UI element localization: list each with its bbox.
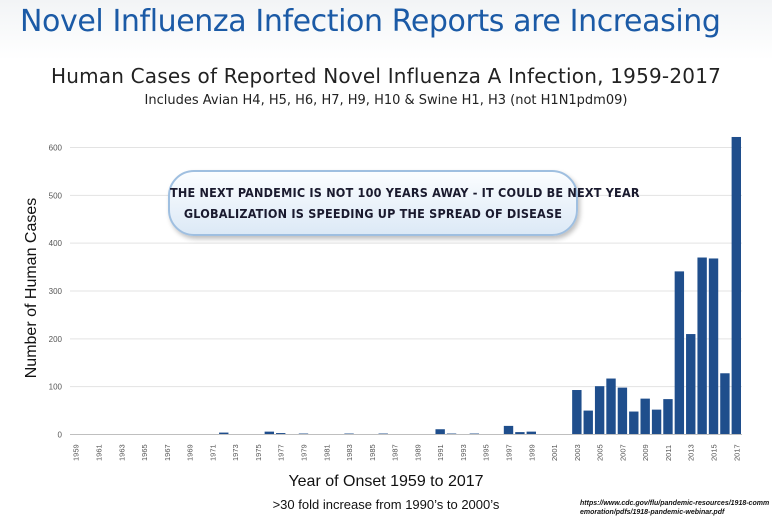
x-tick-label: 1987 bbox=[391, 444, 400, 461]
bar-2007 bbox=[617, 387, 628, 435]
x-tick-label: 1959 bbox=[72, 444, 81, 461]
x-tick-label: 1969 bbox=[186, 444, 195, 461]
bar-2008 bbox=[629, 411, 639, 435]
x-tick-label: 2005 bbox=[596, 444, 605, 461]
slide-title: Novel Influenza Infection Reports are In… bbox=[20, 4, 721, 39]
callout-line-1: The next pandemic is not 100 years away … bbox=[170, 185, 640, 200]
bar-2017 bbox=[731, 136, 741, 435]
bar-2006 bbox=[606, 378, 616, 435]
bar-2012 bbox=[674, 271, 685, 435]
x-tick-label: 2011 bbox=[664, 445, 673, 461]
x-axis-label: Year of Onset 1959 to 2017 bbox=[288, 473, 483, 490]
x-tick-label: 1977 bbox=[277, 444, 286, 461]
bar-1972 bbox=[219, 432, 229, 435]
bar-2003 bbox=[572, 390, 582, 435]
chart-subtitle: Includes Avian H4, H5, H6, H7, H9, H10 &… bbox=[144, 93, 628, 108]
x-tick-label: 1979 bbox=[299, 444, 308, 461]
x-tick-label: 1971 bbox=[208, 444, 217, 461]
bar-1999 bbox=[526, 431, 536, 435]
x-tick-label: 1997 bbox=[505, 444, 514, 461]
y-tick-label: 600 bbox=[49, 144, 63, 153]
x-tick-label: 1993 bbox=[459, 444, 468, 461]
x-tick-label: 2009 bbox=[641, 444, 650, 461]
x-tick-label: 2007 bbox=[618, 444, 627, 461]
x-tick-label: 1965 bbox=[140, 444, 149, 461]
x-tick-label: 1973 bbox=[231, 444, 240, 461]
y-axis-label: Number of Human Cases bbox=[23, 198, 40, 379]
y-axis-ticks: 0 100 200 300 400 500 600 bbox=[49, 144, 63, 440]
x-axis-ticks: 1959 1961 1963 1965 1967 1969 1971 1973 1975 1977… bbox=[72, 444, 742, 461]
x-tick-label: 2013 bbox=[687, 444, 696, 461]
bar-1991 bbox=[435, 429, 445, 435]
x-tick-label: 1963 bbox=[117, 444, 126, 461]
pandemic-callout: The next pandemic is not 100 years away … bbox=[168, 170, 640, 236]
x-tick-label: 1961 bbox=[94, 444, 103, 461]
x-tick-label: 1991 bbox=[436, 444, 445, 461]
x-tick-label: 1975 bbox=[254, 444, 263, 461]
x-tick-label: 1967 bbox=[163, 444, 172, 461]
x-tick-label: 1989 bbox=[413, 444, 422, 461]
x-tick-label: 1985 bbox=[368, 444, 377, 461]
y-tick-label: 200 bbox=[49, 335, 63, 344]
chart-title: Human Cases of Reported Novel Influenza … bbox=[50, 64, 722, 88]
x-tick-label: 1999 bbox=[527, 444, 536, 461]
bar-1977 bbox=[276, 433, 286, 435]
x-tick-label: 2017 bbox=[732, 444, 741, 461]
x-tick-label: 1995 bbox=[482, 444, 491, 461]
bar-2004 bbox=[583, 410, 593, 435]
bar-1998 bbox=[515, 432, 525, 435]
y-tick-label: 500 bbox=[49, 191, 63, 200]
x-tick-label: 2003 bbox=[573, 444, 582, 461]
bar-1997 bbox=[503, 425, 514, 435]
bar-2009 bbox=[640, 398, 650, 435]
bar-2005 bbox=[594, 386, 605, 435]
y-tick-label: 300 bbox=[49, 287, 63, 296]
x-tick-label: 1983 bbox=[345, 444, 354, 461]
increase-note: >30 fold increase from 1990’s to 2000’s bbox=[272, 497, 500, 512]
y-tick-label: 400 bbox=[49, 239, 63, 248]
bar-2011 bbox=[663, 399, 673, 435]
bar-2010 bbox=[651, 409, 662, 435]
x-tick-label: 1981 bbox=[322, 444, 331, 461]
callout-line-2: Globalization is speeding up the spread … bbox=[183, 206, 563, 221]
bar-2015 bbox=[708, 258, 719, 435]
source-link[interactable]: https://www.cdc.gov/flu/pandemic-resourc… bbox=[580, 500, 770, 516]
bar-2014 bbox=[697, 257, 707, 435]
bar-2013 bbox=[686, 334, 696, 435]
x-tick-label: 2015 bbox=[710, 444, 719, 461]
y-tick-label: 0 bbox=[58, 431, 63, 440]
x-tick-label: 2001 bbox=[550, 444, 559, 461]
bar-2016 bbox=[720, 373, 730, 435]
y-tick-label: 100 bbox=[49, 383, 63, 392]
bar-1976 bbox=[264, 431, 275, 435]
